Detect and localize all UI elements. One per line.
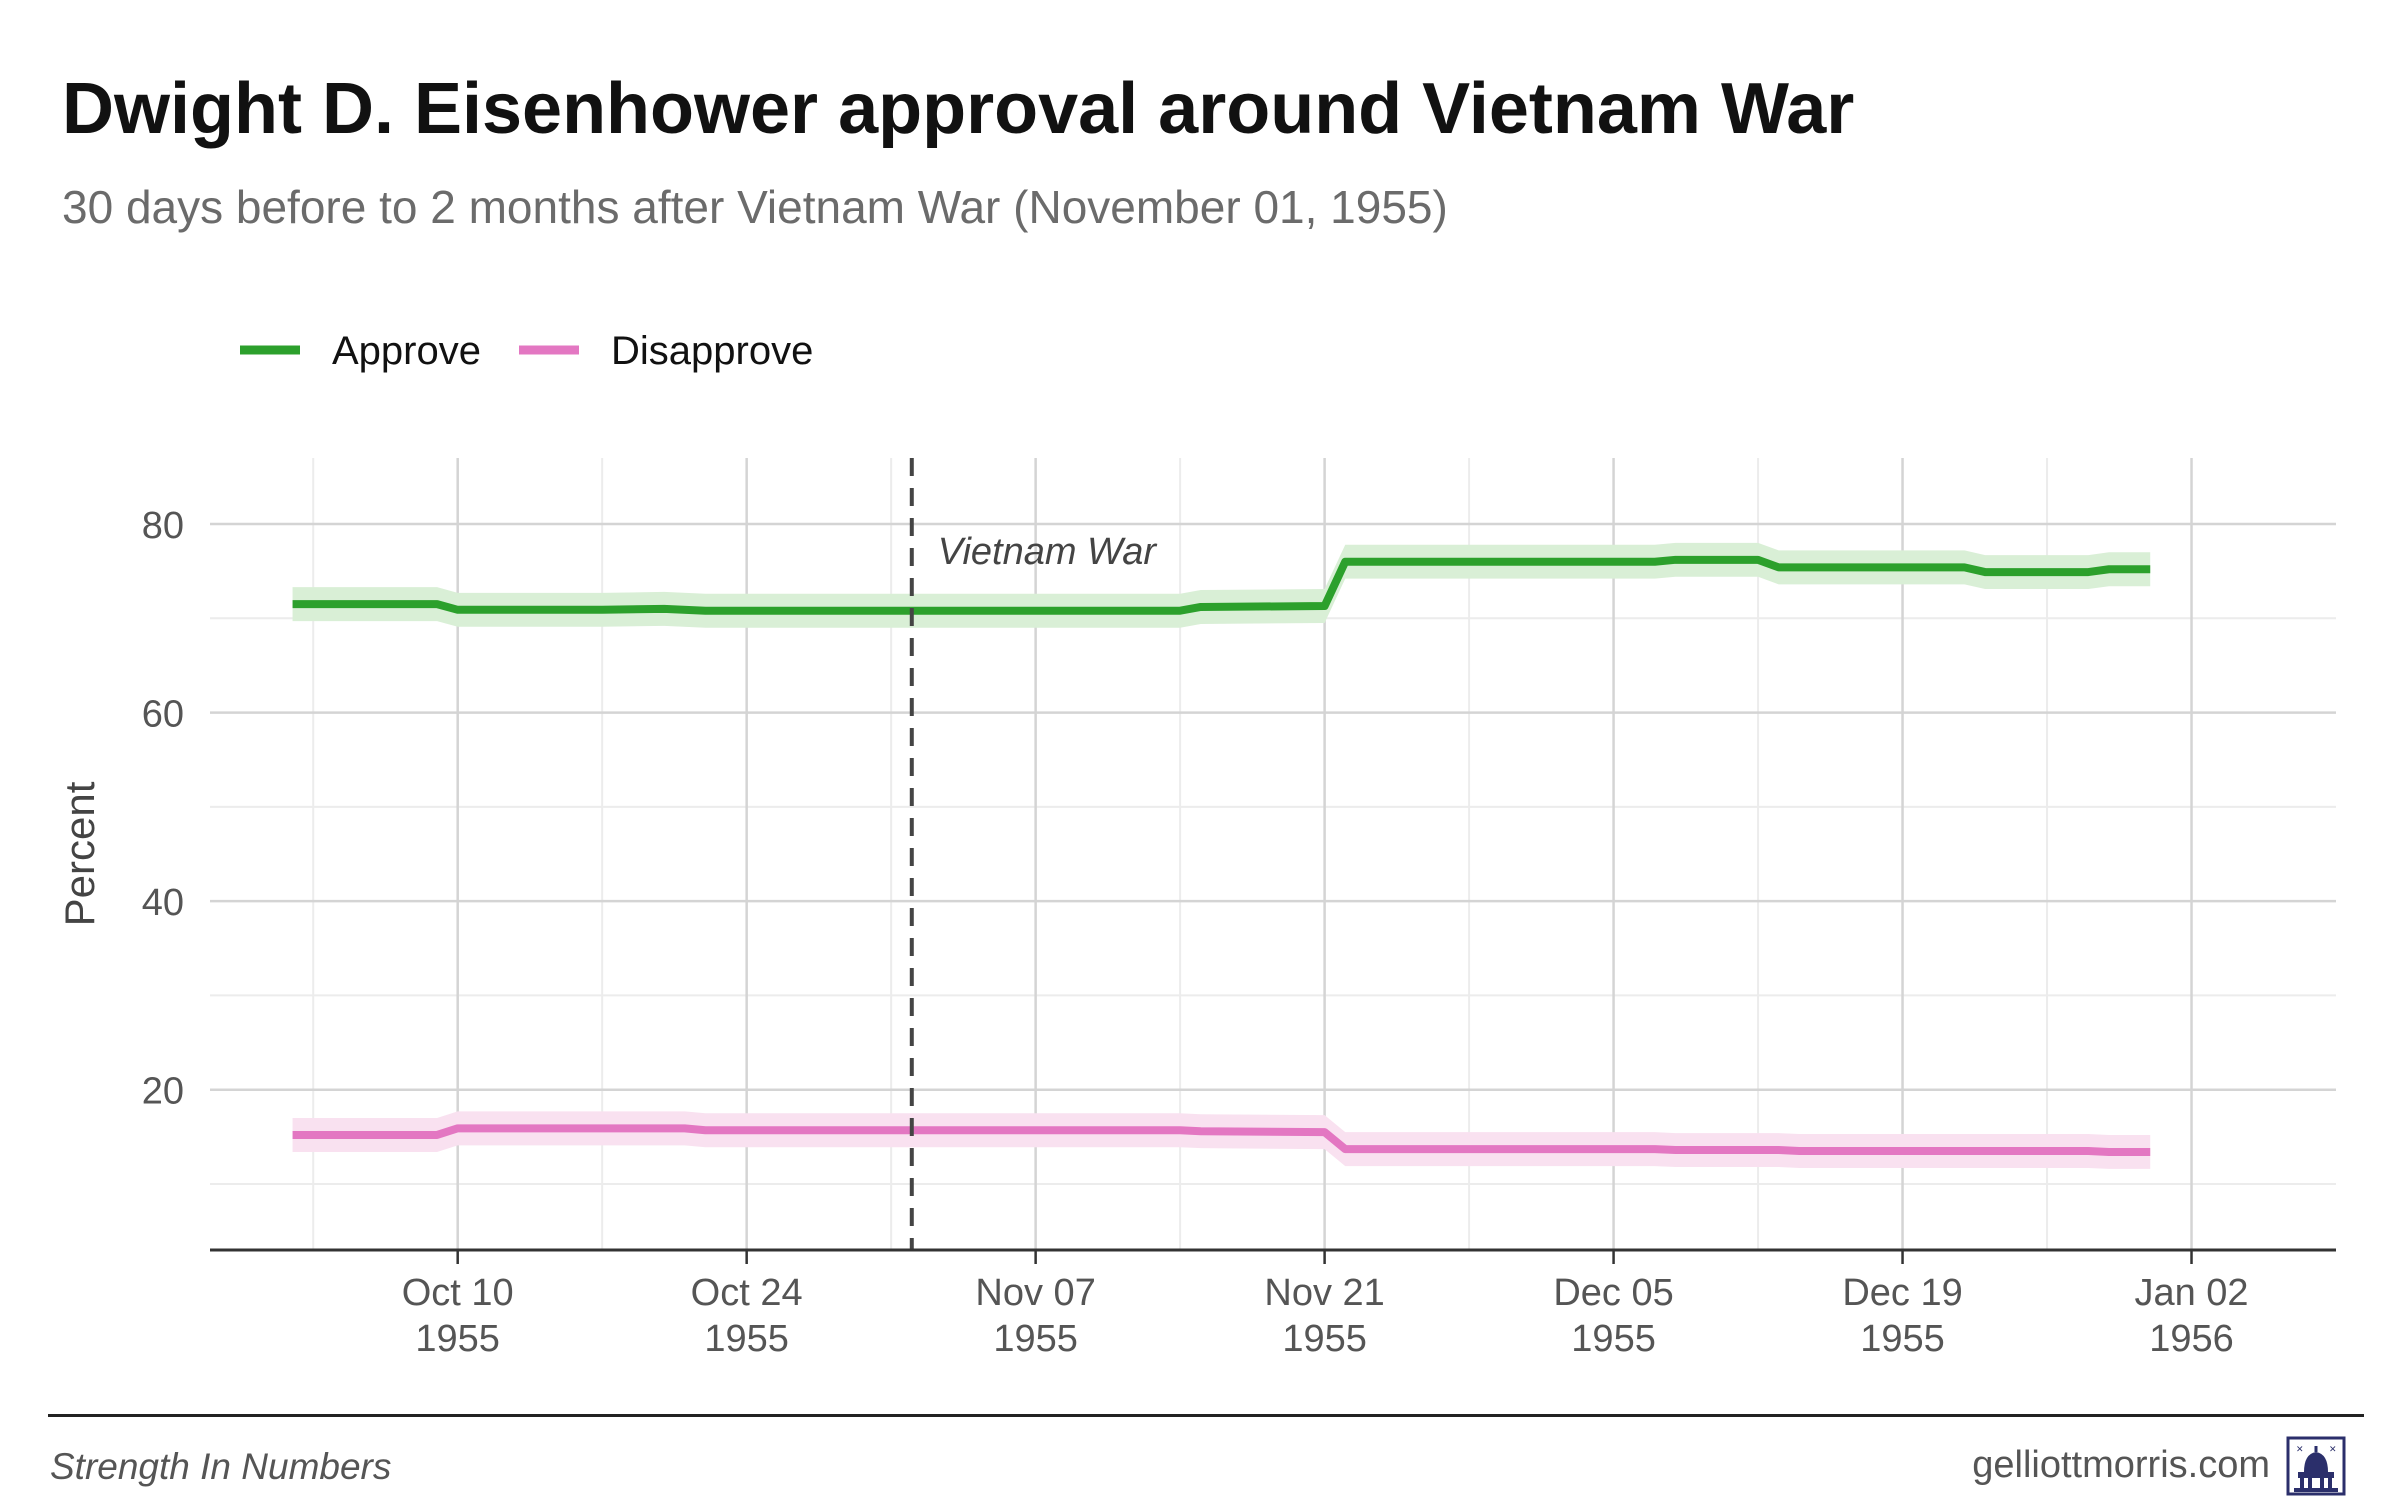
x-tick-year-label: 1955 (704, 1318, 789, 1360)
footer-divider (48, 1414, 2364, 1417)
event-marker: Vietnam War (909, 458, 1158, 1250)
legend-label-disapprove: Disapprove (611, 329, 813, 373)
svg-text:✕: ✕ (2296, 1445, 2304, 1455)
event-label: Vietnam War (938, 531, 1158, 573)
chart-subtitle: 30 days before to 2 months after Vietnam… (62, 181, 1448, 233)
x-tick-year-label: 1955 (1860, 1318, 1945, 1360)
series-lines (292, 555, 2151, 1156)
x-tick-label: Dec 05 (1553, 1272, 1673, 1314)
y-tick-label: 40 (142, 882, 184, 924)
x-tick-label: Oct 10 (402, 1272, 514, 1314)
svg-text:✕: ✕ (2329, 1445, 2337, 1455)
footer-brand: Strength In Numbers (50, 1446, 392, 1487)
x-tick-label: Nov 21 (1264, 1272, 1384, 1314)
footer-site-link[interactable]: gelliottmorris.com (1972, 1444, 2270, 1486)
legend-label-approve: Approve (332, 329, 481, 373)
x-tick-label: Oct 24 (691, 1272, 803, 1314)
band-approve (292, 542, 2151, 628)
x-tick-year-label: 1956 (2149, 1318, 2234, 1360)
x-tick-year-label: 1955 (993, 1318, 1078, 1360)
x-tick-label: Nov 07 (975, 1272, 1095, 1314)
line-approve (292, 555, 2151, 615)
legend: Approve Disapprove (240, 329, 813, 373)
band-disapprove (292, 1111, 2151, 1169)
y-tick-label: 60 (142, 694, 184, 736)
line-disapprove (292, 1124, 2151, 1156)
confidence-bands (292, 542, 2151, 1169)
x-tick-year-label: 1955 (415, 1318, 500, 1360)
x-tick-label: Jan 02 (2134, 1272, 2248, 1314)
chart-title: Dwight D. Eisenhower approval around Vie… (62, 69, 1855, 149)
y-tick-label: 20 (142, 1071, 184, 1113)
x-tick-year-label: 1955 (1282, 1318, 1367, 1360)
x-tick-label: Dec 19 (1842, 1272, 1962, 1314)
y-axis-title: Percent (56, 781, 103, 926)
capitol-dome-icon: ✕ ✕ (2286, 1436, 2346, 1496)
y-tick-label: 80 (142, 505, 184, 547)
x-tick-year-label: 1955 (1571, 1318, 1656, 1360)
